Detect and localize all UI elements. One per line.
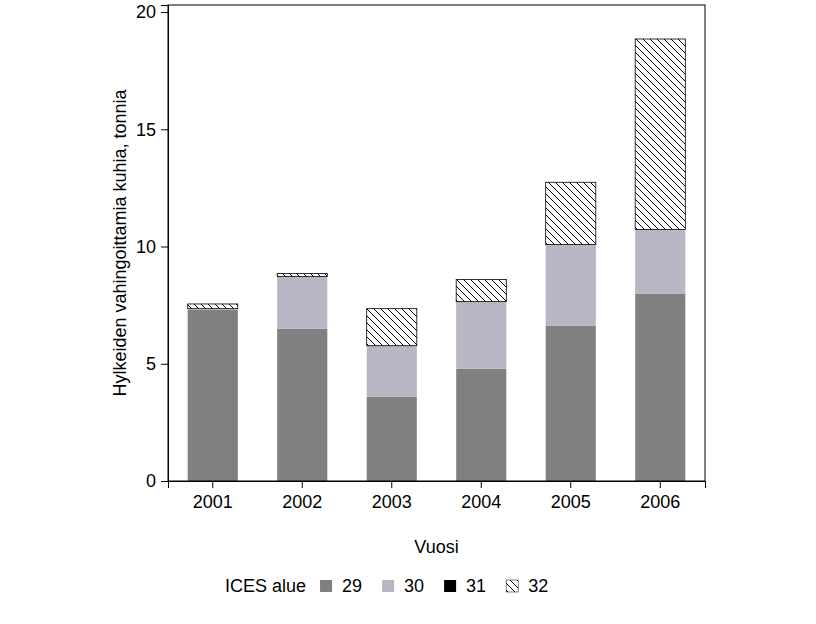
bar-segment xyxy=(367,397,417,481)
plot-frame xyxy=(168,5,705,481)
x-tick: 2002 xyxy=(282,481,322,512)
x-tick-label: 2003 xyxy=(372,492,412,512)
bar-segment xyxy=(635,39,685,229)
x-tick: 2004 xyxy=(461,481,501,512)
bar-segment xyxy=(277,277,327,329)
x-tick-mark xyxy=(391,481,392,488)
x-tick-label: 2004 xyxy=(461,492,501,512)
legend-swatch xyxy=(320,580,332,592)
y-tick: 15 xyxy=(136,120,168,140)
bar-segment xyxy=(635,294,685,481)
x-tick-label: 2001 xyxy=(193,492,233,512)
x-axis-title: Vuosi xyxy=(414,537,458,557)
x-tick-label: 2005 xyxy=(551,492,591,512)
y-axis-line xyxy=(161,6,169,482)
bar-segment xyxy=(188,304,238,309)
legend-label: 30 xyxy=(404,576,424,596)
legend-swatch xyxy=(382,580,394,592)
bar-segment xyxy=(277,329,327,481)
legend-swatch xyxy=(506,580,518,592)
plot-area xyxy=(188,39,686,481)
y-tick-label: 5 xyxy=(146,354,156,374)
bar-segment xyxy=(456,369,506,481)
y-axis: 0 5 10 15 20 xyxy=(136,2,169,491)
y-tick-label: 15 xyxy=(136,120,156,140)
x-tick-mark xyxy=(570,481,571,488)
x-axis: 2001 2002 2003 2004 2005 2006 xyxy=(169,481,706,512)
bar-segment xyxy=(188,310,238,481)
x-tick-mark xyxy=(481,481,482,488)
x-tick: 2006 xyxy=(640,481,680,512)
legend-label: 32 xyxy=(528,576,548,596)
x-tick-mark xyxy=(212,481,213,488)
x-tick-mark xyxy=(660,481,661,488)
bar-segment xyxy=(546,326,596,481)
bar-segment xyxy=(635,229,685,293)
y-tick-mark xyxy=(161,247,168,248)
bar-segment xyxy=(367,309,417,346)
y-tick-label: 0 xyxy=(146,471,156,491)
bar-segment xyxy=(456,280,506,302)
y-tick: 5 xyxy=(146,354,168,374)
legend-label: 29 xyxy=(342,576,362,596)
x-tick-label: 2002 xyxy=(282,492,322,512)
legend: ICES alue 29 30 31 32 xyxy=(225,576,548,596)
y-tick-mark xyxy=(161,12,168,13)
bar-segment xyxy=(456,302,506,369)
y-tick-label: 10 xyxy=(136,237,156,257)
y-tick-mark xyxy=(161,129,168,130)
y-axis-title: Hylkeiden vahingoittamia kuhia, tonnia xyxy=(110,88,130,396)
bar-segment xyxy=(546,244,596,325)
legend-swatch xyxy=(444,580,456,592)
x-tick-label: 2006 xyxy=(640,492,680,512)
y-tick: 20 xyxy=(136,2,168,22)
x-tick: 2003 xyxy=(372,481,412,512)
bar-segment xyxy=(367,346,417,397)
y-tick-label: 20 xyxy=(136,2,156,22)
legend-label: 31 xyxy=(466,576,486,596)
y-tick-mark xyxy=(161,364,168,365)
x-tick: 2001 xyxy=(193,481,233,512)
y-tick: 0 xyxy=(146,471,168,491)
y-tick-mark xyxy=(161,481,168,482)
legend-title: ICES alue xyxy=(225,576,306,596)
bar-segment xyxy=(277,273,327,276)
x-tick: 2005 xyxy=(551,481,591,512)
x-tick-mark xyxy=(302,481,303,488)
x-axis-line xyxy=(169,482,706,489)
bar-segment xyxy=(546,182,596,244)
y-tick: 10 xyxy=(136,237,168,257)
